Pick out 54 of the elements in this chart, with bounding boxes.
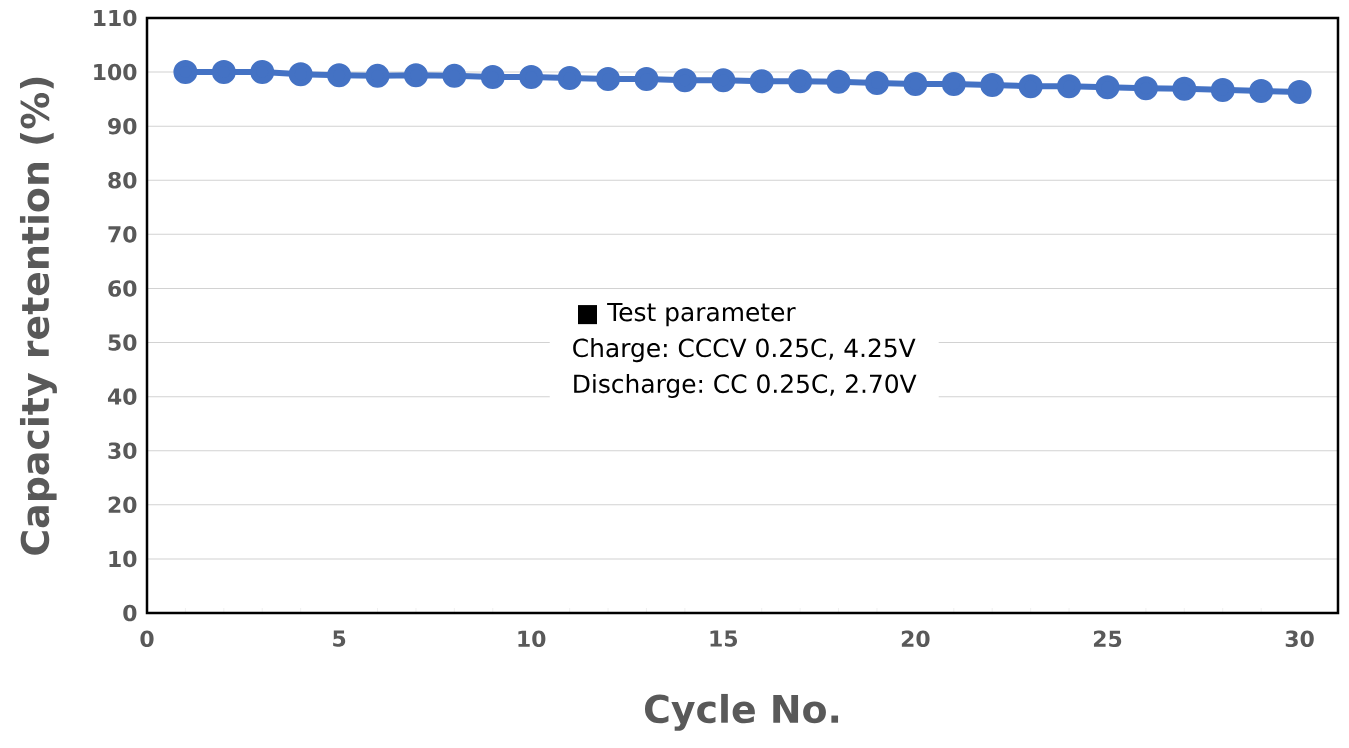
y-tick-label: 10 (109, 550, 137, 568)
x-tick-label: 10 (518, 630, 546, 648)
point (1210, 77, 1235, 102)
y-tick-label: 20 (108, 496, 137, 514)
point (941, 71, 966, 96)
point (903, 71, 928, 96)
point (365, 63, 390, 88)
point (634, 67, 659, 92)
annotation: ■ Test parameter (578, 302, 796, 327)
x-tick-label: 0 (140, 630, 154, 648)
y-axis-title: Capacity retention (%) (19, 77, 57, 555)
point (672, 68, 697, 93)
point (864, 70, 889, 95)
point (327, 63, 352, 88)
point (1249, 79, 1274, 104)
point (1287, 80, 1312, 105)
y-tick-label: 80 (108, 171, 137, 189)
point (1133, 76, 1158, 101)
point (1018, 74, 1043, 99)
point (557, 66, 582, 91)
point (519, 64, 544, 89)
annotation: Charge: CCCV 0.25C, 4.25V (573, 338, 916, 363)
point (788, 69, 813, 94)
y-tick-label: 30 (108, 442, 137, 460)
point (480, 64, 505, 89)
annotation: Discharge: CC 0.25C, 2.70V (574, 373, 917, 398)
y-tick-label: 100 (94, 63, 137, 81)
point (442, 63, 467, 88)
point (980, 73, 1005, 98)
x-tick-label: 20 (901, 630, 930, 648)
y-tick-label: 110 (94, 9, 137, 27)
y-tick-label: 70 (108, 226, 137, 243)
point (288, 62, 313, 87)
x-tick-label: 25 (1093, 630, 1122, 648)
y-tick-label: 40 (107, 388, 137, 405)
point (211, 60, 236, 85)
point (749, 69, 774, 94)
y-tick-label: 0 (123, 604, 137, 622)
y-tick-label: 60 (108, 280, 137, 297)
x-tick-label: 15 (710, 630, 738, 647)
point (1057, 74, 1082, 99)
point (826, 69, 851, 94)
x-tick-label: 5 (333, 630, 346, 647)
point (711, 68, 736, 93)
x-axis-title: Cycle No. (644, 693, 839, 731)
point (596, 67, 621, 92)
y-tick-label: 50 (108, 334, 137, 351)
point (1172, 76, 1197, 101)
y-tick-label: 90 (108, 117, 137, 135)
point (1095, 75, 1120, 100)
point (250, 60, 275, 85)
x-tick-label: 30 (1285, 630, 1314, 648)
point (173, 60, 198, 85)
point (403, 63, 428, 88)
